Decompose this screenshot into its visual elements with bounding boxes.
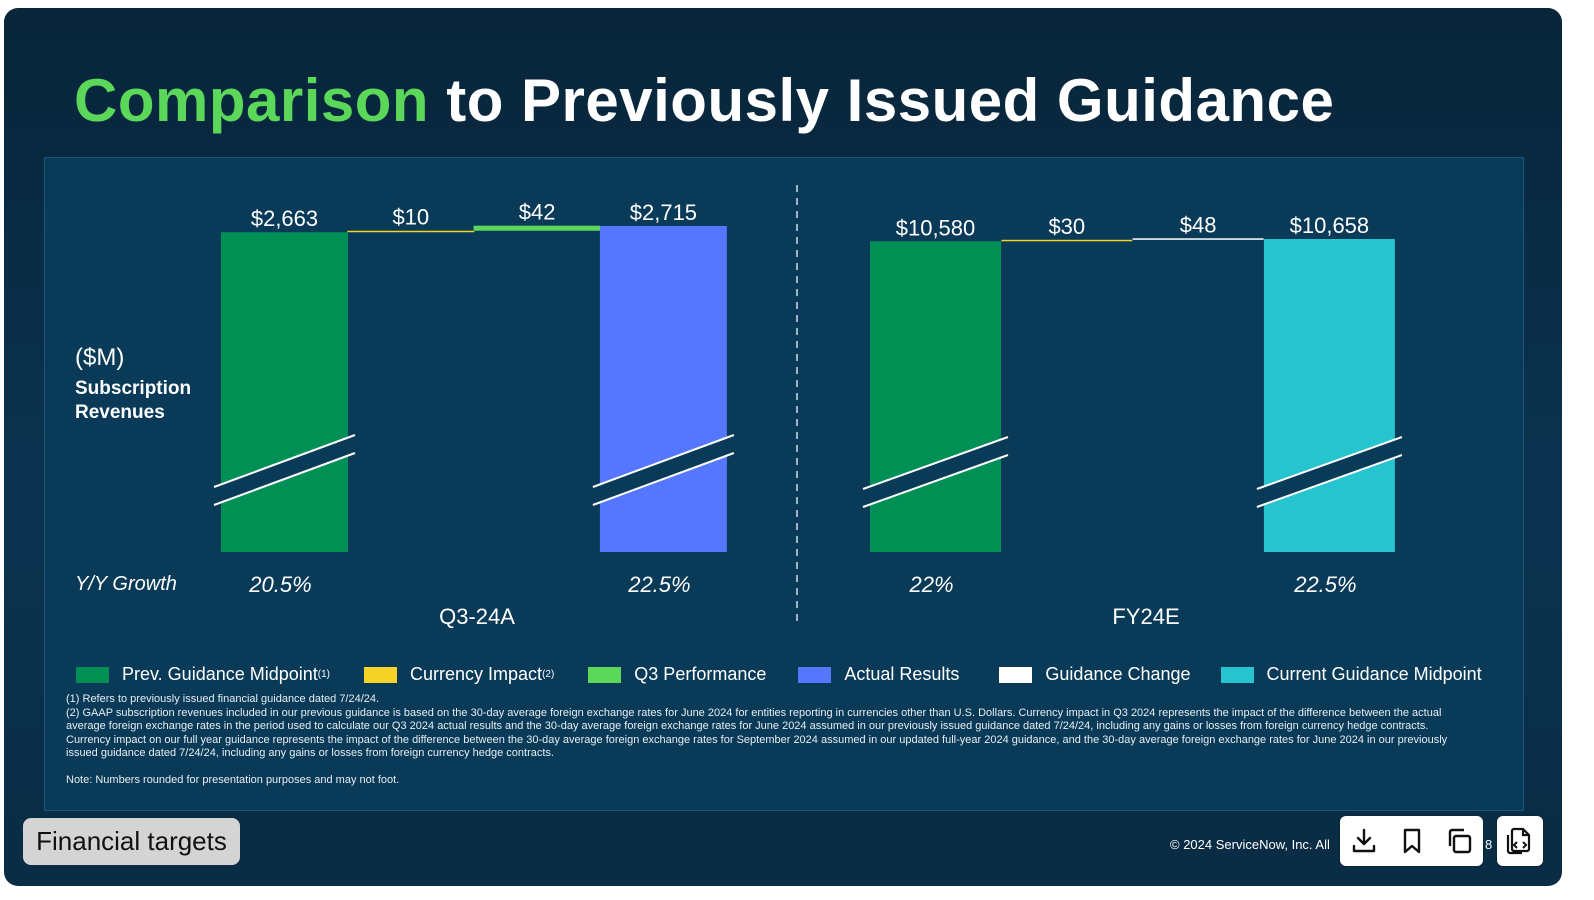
image-toolbar bbox=[1340, 816, 1483, 866]
bar-Q3-24A-1 bbox=[221, 232, 348, 552]
metric-label-line2: Revenues bbox=[75, 402, 165, 423]
legend-label: Q3 Performance bbox=[634, 664, 767, 684]
growth-value: 22.5% bbox=[1293, 572, 1356, 597]
axis-break-line bbox=[592, 434, 735, 488]
legend-item: Actual Results bbox=[798, 664, 959, 685]
legend-swatch bbox=[1220, 666, 1254, 683]
download-button[interactable] bbox=[1340, 825, 1388, 857]
growth-row-label: Y/Y Growth bbox=[75, 573, 177, 595]
title-accent: Comparison bbox=[74, 67, 430, 134]
copy-document-button[interactable] bbox=[1497, 816, 1543, 866]
legend-footnote-ref: (2) bbox=[542, 669, 555, 680]
legend-item: Currency Impact (2) bbox=[364, 664, 554, 685]
chart-panel: ($M) Subscription Revenues Y/Y Growth $2… bbox=[44, 157, 1524, 811]
unit-label: ($M) bbox=[75, 344, 124, 371]
axis-break-line bbox=[1256, 436, 1403, 490]
axis-break-line bbox=[213, 452, 356, 506]
legend-swatch bbox=[76, 666, 109, 683]
legend-item: Prev. Guidance Midpoint (1) bbox=[76, 664, 330, 685]
axis-break-line bbox=[213, 434, 356, 488]
legend-label: Actual Results bbox=[844, 664, 960, 684]
copy-button[interactable] bbox=[1435, 825, 1483, 857]
value-label: $30 bbox=[1048, 214, 1085, 239]
value-label: $48 bbox=[1180, 212, 1217, 237]
footnote-2: (2) GAAP subscription revenues included … bbox=[66, 706, 1448, 760]
bar-FY24E-3 bbox=[1132, 238, 1264, 240]
footnote-note: Note: Numbers rounded for presentation p… bbox=[66, 773, 400, 786]
value-label: $42 bbox=[519, 200, 556, 225]
footnotes: (1) Refers to previously issued financia… bbox=[66, 693, 1466, 787]
growth-value: 22% bbox=[908, 572, 953, 597]
financial-targets-tag[interactable]: Financial targets bbox=[23, 818, 240, 865]
axis-break-gap bbox=[1256, 437, 1402, 507]
legend-item: Guidance Change bbox=[999, 664, 1191, 685]
copy-icon bbox=[1448, 828, 1472, 854]
legend-swatch bbox=[798, 666, 832, 683]
growth-value: 22.5% bbox=[627, 572, 690, 597]
copy-document-icon bbox=[1506, 827, 1531, 855]
metric-label-line1: Subscription bbox=[75, 378, 191, 399]
bar-Q3-24A-3 bbox=[473, 225, 601, 231]
legend-swatch bbox=[588, 666, 622, 683]
axis-break-line bbox=[592, 452, 735, 506]
waterfall-charts: ($M) Subscription Revenues Y/Y Growth $2… bbox=[75, 185, 1403, 629]
axis-break-gap bbox=[214, 435, 355, 505]
page-number: 8 bbox=[1485, 837, 1493, 852]
chart-title: FY24E bbox=[1112, 604, 1179, 629]
value-label: $10 bbox=[392, 205, 429, 230]
legend-swatch bbox=[364, 666, 398, 683]
value-label: $2,715 bbox=[630, 200, 697, 225]
legend-label: Prev. Guidance Midpoint bbox=[122, 664, 318, 684]
axis-break-line bbox=[862, 436, 1009, 490]
value-label: $10,658 bbox=[1290, 213, 1370, 238]
chart-title: Q3-24A bbox=[439, 604, 515, 629]
bar-Q3-24A-2 bbox=[347, 230, 475, 233]
axis-break-gap bbox=[592, 435, 734, 505]
legend: Prev. Guidance Midpoint (1) Currency Impac… bbox=[76, 664, 1482, 685]
axis-break-line bbox=[862, 454, 1009, 508]
bar-FY24E-2 bbox=[1001, 239, 1133, 242]
value-label: $10,580 bbox=[896, 215, 976, 240]
bookmark-button[interactable] bbox=[1388, 825, 1436, 857]
axis-break-gap bbox=[863, 437, 1008, 507]
title-rest: to Previously Issued Guidance bbox=[429, 67, 1335, 134]
bar-FY24E-1 bbox=[870, 241, 1001, 552]
legend-label: Currency Impact bbox=[410, 664, 543, 684]
download-icon bbox=[1352, 828, 1376, 853]
copyright-text: © 2024 ServiceNow, Inc. All bbox=[1170, 837, 1330, 852]
bar-Q3-24A-4 bbox=[599, 226, 727, 552]
page-title: Comparison to Previously Issued Guidance bbox=[74, 66, 1334, 135]
bar-FY24E-4 bbox=[1263, 239, 1395, 552]
growth-value: 20.5% bbox=[248, 572, 311, 597]
bookmark-icon bbox=[1403, 828, 1420, 854]
legend-swatch bbox=[999, 666, 1033, 683]
legend-label: Guidance Change bbox=[1045, 664, 1191, 684]
legend-label: Current Guidance Midpoint bbox=[1266, 664, 1482, 684]
axis-break-line bbox=[1256, 454, 1403, 508]
footnote-1: (1) Refers to previously issued financia… bbox=[66, 693, 380, 705]
value-label: $2,663 bbox=[251, 206, 318, 231]
legend-item: Q3 Performance bbox=[588, 664, 766, 685]
legend-footnote-ref: (1) bbox=[317, 669, 331, 680]
legend-item: Current Guidance Midpoint bbox=[1220, 664, 1482, 685]
